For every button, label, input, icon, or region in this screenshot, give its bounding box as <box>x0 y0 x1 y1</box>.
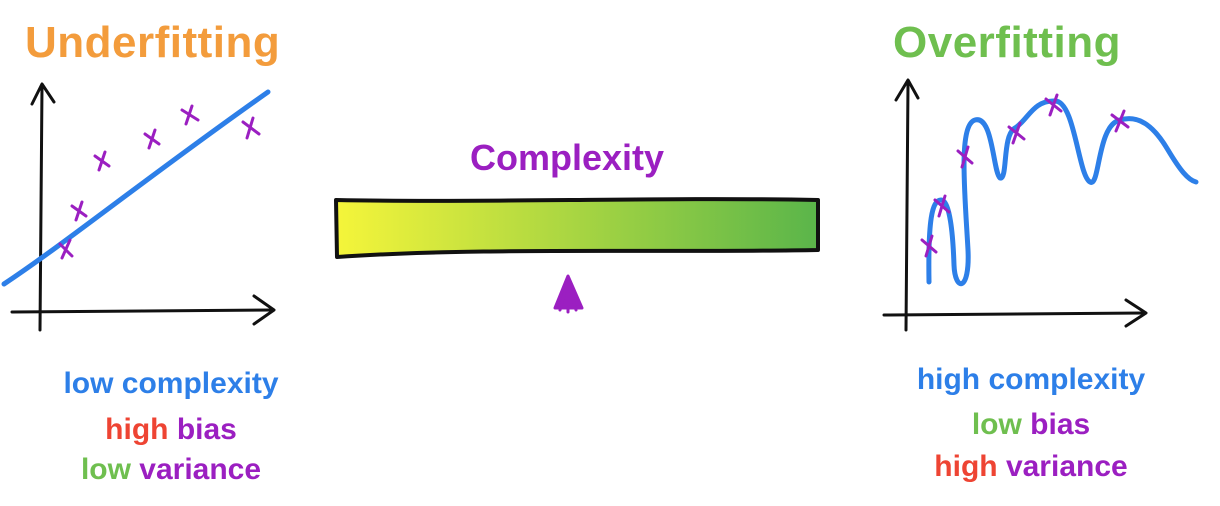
arrow-right-icon <box>1124 298 1148 328</box>
under-variance-level: low <box>80 453 131 486</box>
arrow-up-icon <box>30 82 56 106</box>
arrow-right-icon <box>252 294 276 326</box>
cross-marker-icon <box>956 145 974 169</box>
cross-marker-icon <box>93 150 111 172</box>
over-complexity-text: high complexity <box>916 363 1146 396</box>
over-y-axis <box>894 78 920 332</box>
arrow-up-icon <box>894 78 920 102</box>
over-bias-level: low <box>971 408 1022 441</box>
under-y-axis <box>30 82 56 332</box>
cross-marker-icon <box>1007 121 1026 145</box>
cross-marker-icon <box>1110 109 1130 133</box>
under-bias-word: bias <box>176 413 237 446</box>
under-variance-word: variance <box>139 453 262 486</box>
under-x-axis <box>10 294 276 326</box>
underfitting-plot <box>1 82 276 332</box>
cross-marker-icon <box>58 238 74 260</box>
over-markers <box>920 93 1130 258</box>
over-variance-text: high variance <box>893 450 1169 484</box>
overfitting-title: Overfitting <box>893 18 1121 67</box>
over-x-axis <box>882 298 1148 328</box>
overfitting-plot <box>882 78 1199 332</box>
cross-marker-icon <box>241 116 261 140</box>
cross-marker-icon <box>1044 93 1063 117</box>
complexity-bar <box>334 197 820 259</box>
under-bias-text: high bias <box>40 413 302 447</box>
cross-marker-icon <box>933 194 951 218</box>
overfit-curve <box>926 98 1199 286</box>
under-complexity-text: low complexity <box>63 367 279 400</box>
over-bias-word: bias <box>1030 408 1091 441</box>
over-variance-word: variance <box>1005 450 1128 483</box>
cross-marker-icon <box>70 200 88 222</box>
underfit-line <box>1 89 271 287</box>
over-bias-text: low bias <box>893 408 1169 442</box>
complexity-label: Complexity <box>470 137 665 178</box>
under-variance-text: low variance <box>40 453 302 487</box>
under-markers <box>58 104 261 260</box>
underfitting-title: Underfitting <box>25 18 281 67</box>
cross-marker-icon <box>920 234 938 258</box>
complexity-slider <box>334 197 820 314</box>
pointer-arrow-icon <box>553 274 584 314</box>
under-bias-level: high <box>105 413 169 446</box>
over-variance-level: high <box>934 450 998 483</box>
cross-marker-icon <box>143 128 161 150</box>
cross-marker-icon <box>180 104 200 126</box>
